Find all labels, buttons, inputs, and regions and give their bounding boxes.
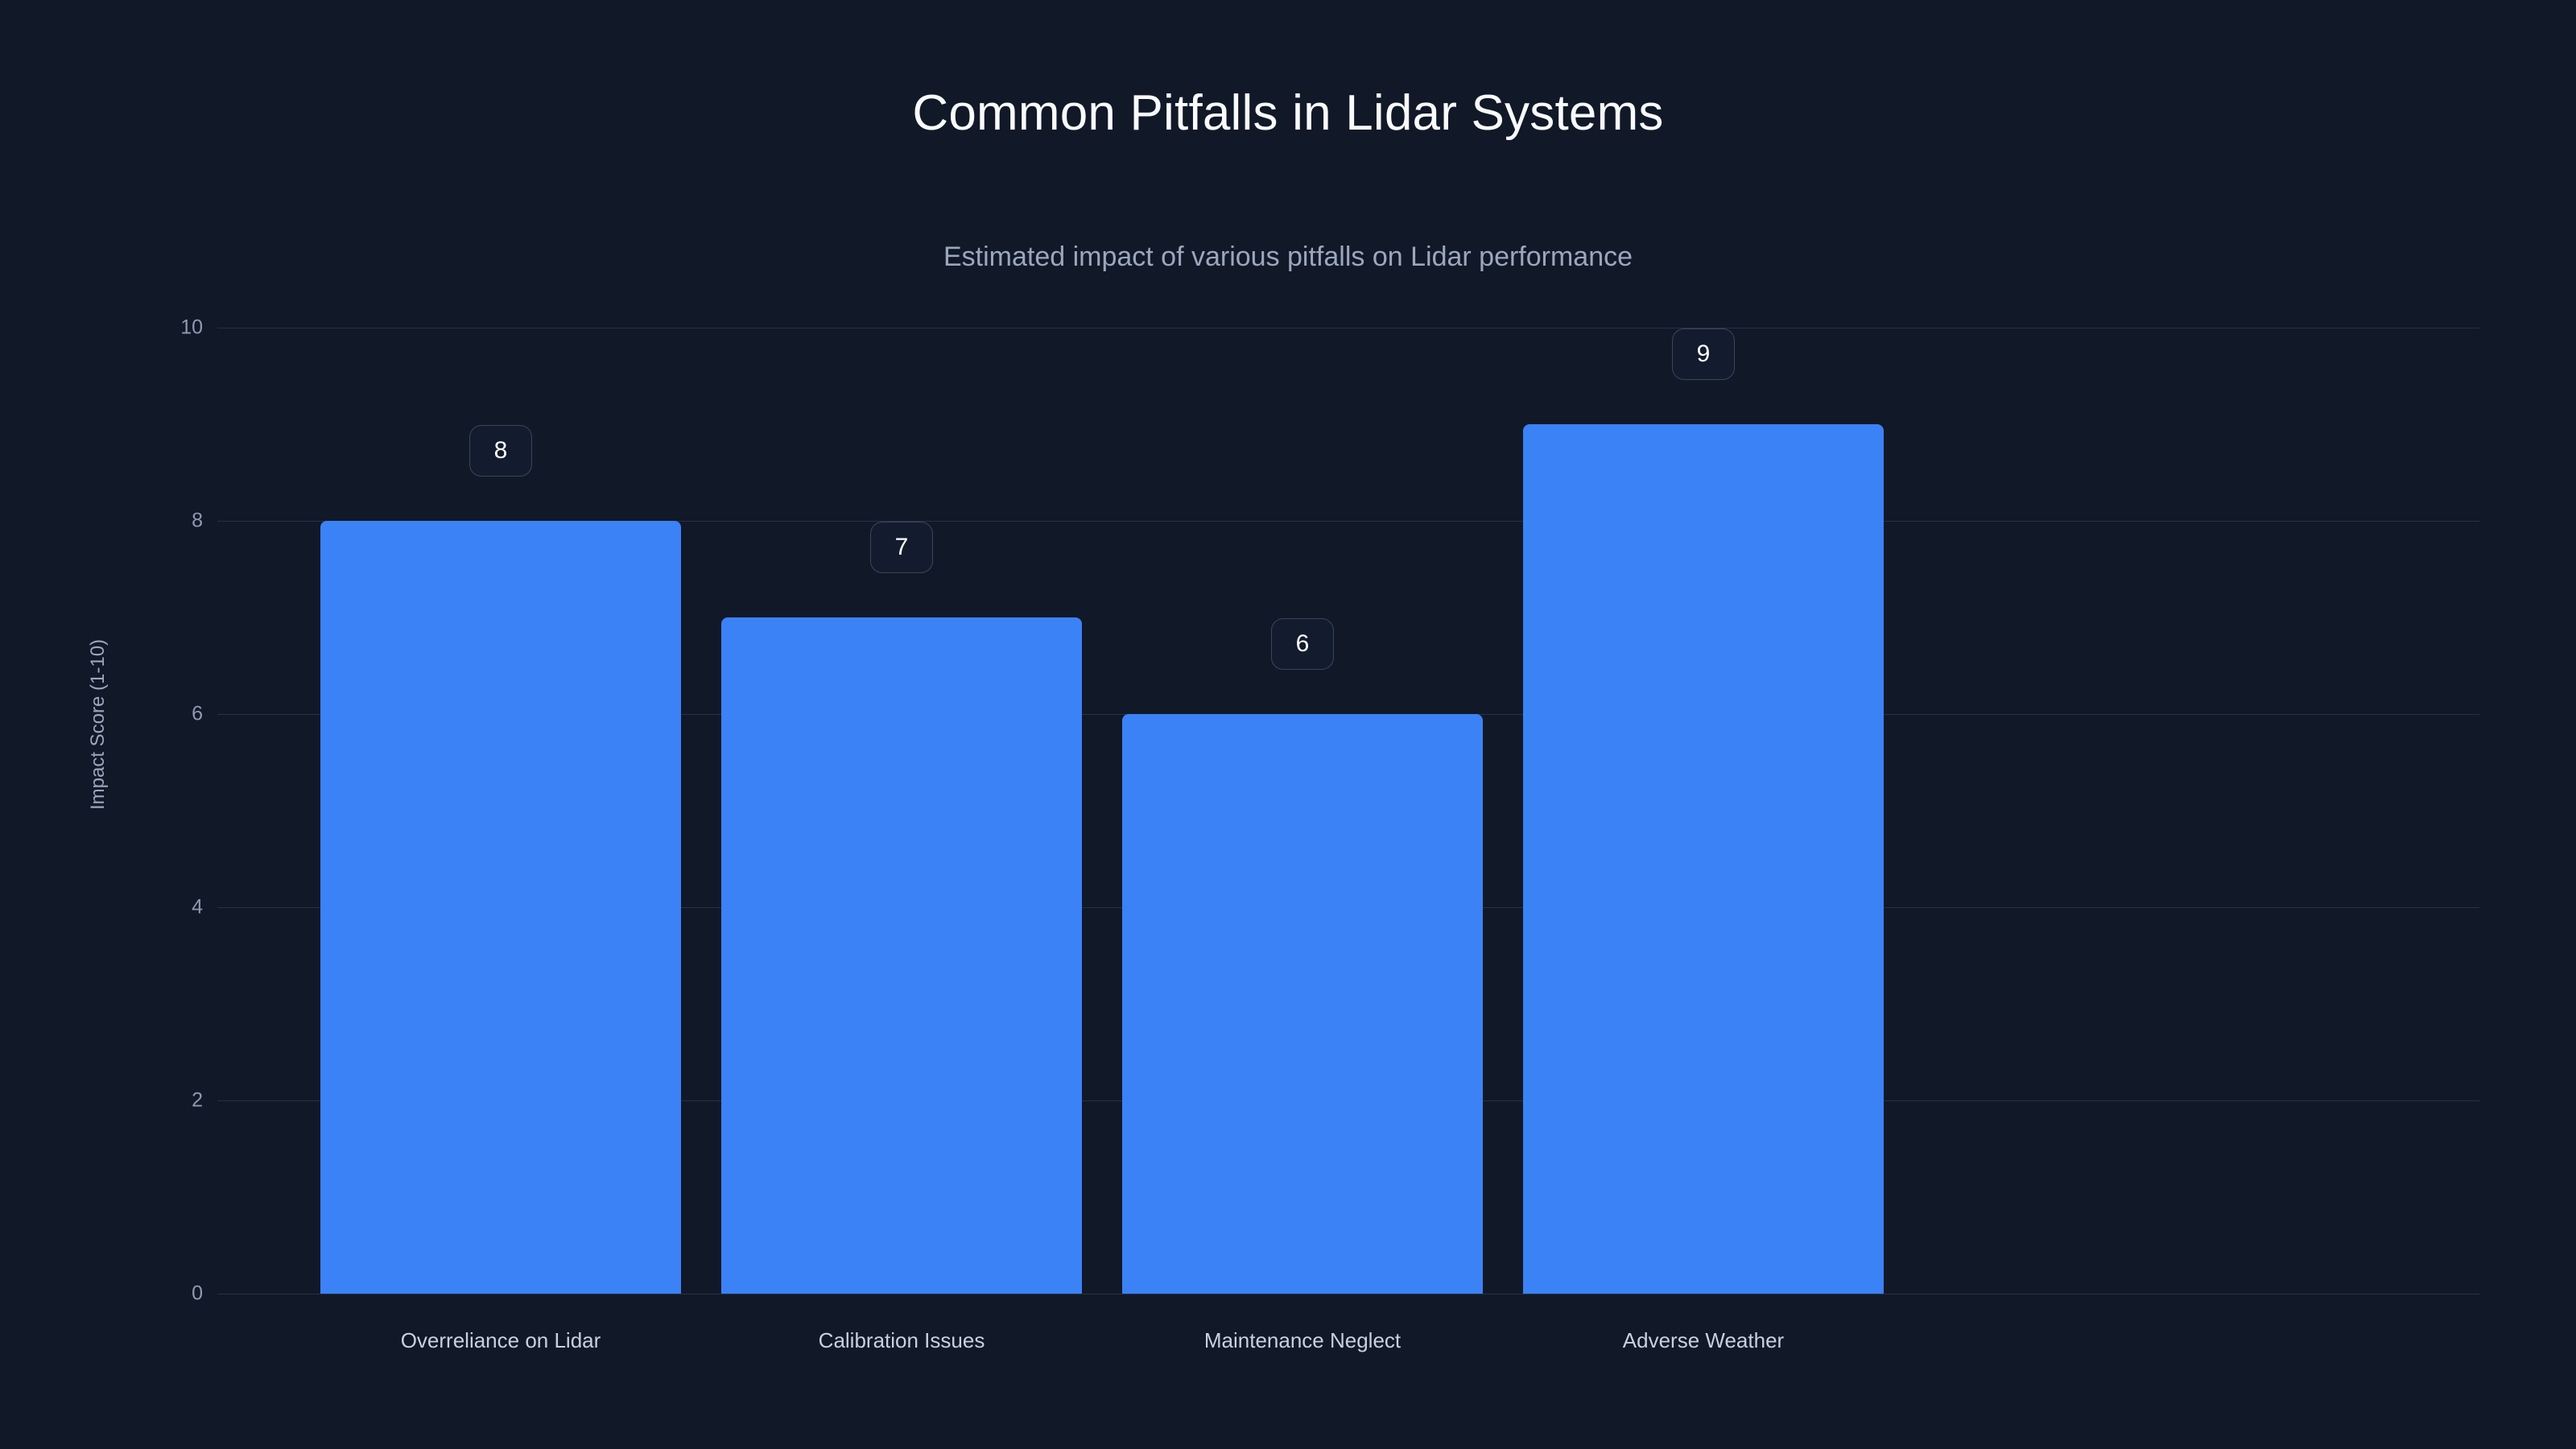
chart-title: Common Pitfalls in Lidar Systems [912,85,1664,141]
bar-value-label: 8 [469,425,532,477]
plot-area [217,328,2479,1294]
bar[interactable] [320,521,681,1294]
x-axis-category-label: Calibration Issues [818,1328,985,1352]
bar[interactable] [1122,714,1483,1294]
x-axis-category-label: Adverse Weather [1622,1328,1785,1352]
y-axis-tick-label: 10 [180,316,203,339]
x-axis-category-label: Overreliance on Lidar [400,1328,601,1352]
bar-value-label: 6 [1271,618,1334,670]
bar-value-label: 7 [870,522,933,573]
y-axis-tick-label: 2 [192,1088,203,1112]
x-axis-category-label: Maintenance Neglect [1203,1328,1402,1352]
bar[interactable] [721,617,1082,1294]
gridline [217,521,2479,522]
y-axis-title: Impact Score (1-10) [87,638,109,811]
chart-subtitle: Estimated impact of various pitfalls on … [943,242,1633,272]
y-axis-tick-label: 0 [192,1282,203,1305]
y-axis-tick-label: 4 [192,895,203,919]
bar[interactable] [1523,424,1884,1294]
bar-value-label: 9 [1672,328,1735,380]
y-axis-tick-label: 8 [192,509,203,532]
y-axis-tick-label: 6 [192,702,203,725]
